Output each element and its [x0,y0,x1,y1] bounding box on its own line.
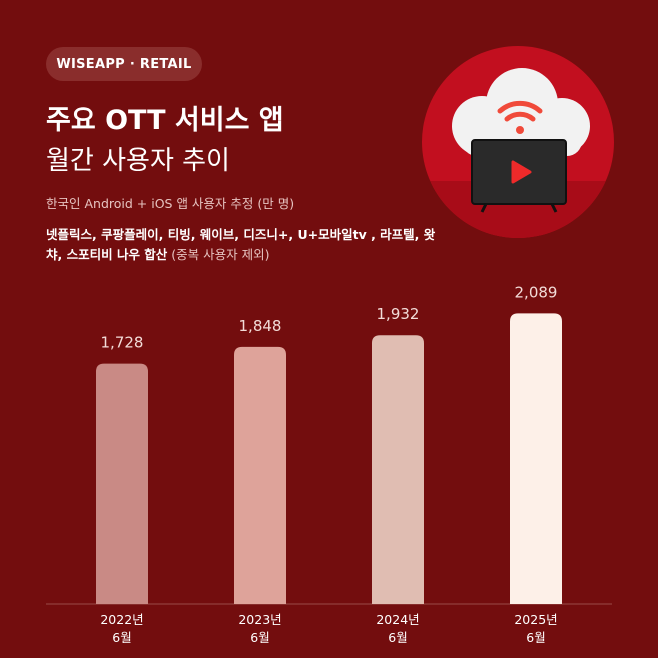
x-tick-label: 2022년 [100,612,143,627]
x-tick-label: 6월 [250,630,269,645]
x-tick-label: 2023년 [238,612,281,627]
subtitle: 한국인 Android + iOS 앱 사용자 추정 (만 명) [46,196,295,211]
data-label: 1,728 [101,334,144,352]
data-label: 1,932 [377,305,420,323]
title-line2: 월간 사용자 추이 [46,146,230,176]
bar [234,346,286,604]
desc-note: (중복 사용자 제외) [167,247,270,262]
x-tick-label: 6월 [388,630,407,645]
data-label: 1,848 [239,317,282,335]
desc-services: 넷플릭스, 쿠팡플레이, 티빙, 웨이브, 디즈니+, U+모바일tv , 라프… [46,227,436,262]
description: 넷플릭스, 쿠팡플레이, 티빙, 웨이브, 디즈니+, U+모바일tv , 라프… [46,225,446,265]
bar [96,363,148,604]
x-tick-label: 6월 [112,630,131,645]
x-tick-label: 2025년 [514,612,557,627]
title-line1: 주요 OTT 서비스 앱 [46,105,284,136]
x-tick-label: 2024년 [376,612,419,627]
data-label: 2,089 [515,283,558,301]
bar [510,313,562,604]
x-tick-label: 6월 [526,630,545,645]
bar [372,335,424,604]
brand-badge: WISEAPP · RETAIL [46,47,202,81]
cloud-tv-play-icon [422,46,614,238]
